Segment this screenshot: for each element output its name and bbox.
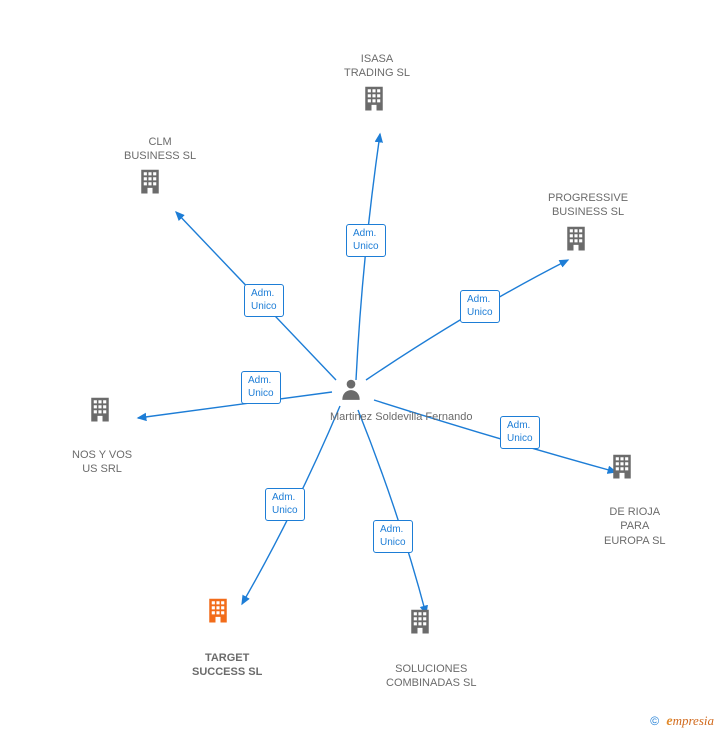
building-icon-progressive — [561, 223, 591, 258]
node-label-target: TARGET SUCCESS SL — [192, 651, 262, 680]
node-label-derioja: DE RIOJA PARA EUROPA SL — [604, 505, 666, 548]
node-label-soluciones: SOLUCIONES COMBINADAS SL — [386, 662, 476, 691]
node-label-progressive: PROGRESSIVE BUSINESS SL — [548, 191, 628, 220]
edge-label-target: Adm. Unico — [265, 488, 305, 521]
node-label-clm: CLM BUSINESS SL — [124, 135, 196, 164]
edge-label-soluciones: Adm. Unico — [373, 520, 413, 553]
node-label-nosyvos: NOS Y VOS US SRL — [72, 448, 132, 477]
person-icon — [338, 376, 364, 407]
edge-label-clm: Adm. Unico — [244, 284, 284, 317]
edge-label-isasa: Adm. Unico — [346, 224, 386, 257]
building-icon-soluciones — [405, 606, 435, 641]
edge-nosyvos — [138, 392, 332, 418]
edge-label-derioja: Adm. Unico — [500, 416, 540, 449]
building-icon-clm — [135, 166, 165, 201]
copyright-symbol: © — [650, 714, 659, 728]
building-icon-derioja — [607, 451, 637, 486]
brand-rest: mpresia — [673, 713, 714, 728]
center-label: Martinez Soldevilla Fernando — [330, 410, 472, 424]
building-icon-nosyvos — [85, 394, 115, 429]
building-icon-isasa — [359, 83, 389, 118]
edge-isasa — [356, 134, 380, 380]
node-label-isasa: ISASA TRADING SL — [344, 52, 410, 81]
footer-brand: © empresia — [650, 713, 714, 730]
building-icon-target — [203, 595, 233, 630]
edge-label-nosyvos: Adm. Unico — [241, 371, 281, 404]
edge-soluciones — [358, 410, 426, 614]
edge-label-progressive: Adm. Unico — [460, 290, 500, 323]
